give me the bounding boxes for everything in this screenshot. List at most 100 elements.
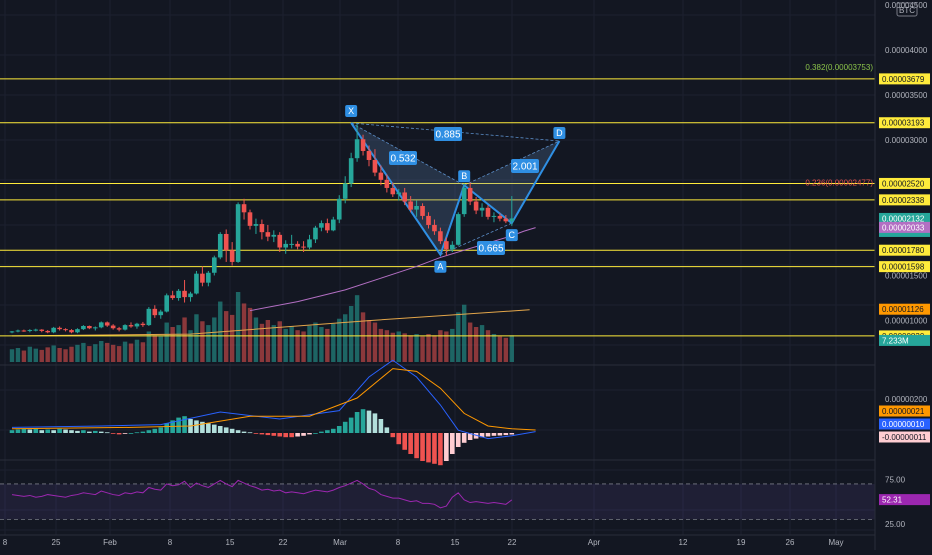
macd-histogram-bar bbox=[295, 433, 300, 437]
rsi-value-tag: 52.31 bbox=[882, 496, 903, 505]
candle-body bbox=[402, 192, 407, 202]
volume-bar bbox=[414, 334, 419, 362]
volume-bar bbox=[81, 342, 86, 362]
macd-histogram-bar bbox=[390, 433, 396, 438]
macd-histogram-bar bbox=[485, 433, 491, 437]
volume-bar bbox=[438, 330, 443, 362]
macd-tick-label: 0.00000200 bbox=[885, 395, 928, 404]
candle-body bbox=[140, 323, 146, 326]
volume-bar bbox=[337, 318, 342, 362]
volume-bar bbox=[241, 303, 247, 362]
volume-bar bbox=[9, 349, 15, 362]
candle-body bbox=[81, 325, 86, 330]
level-price-tag: 0.00002520 bbox=[882, 179, 925, 188]
volume-bar bbox=[27, 346, 33, 362]
price-axis-panel bbox=[875, 0, 932, 550]
candle-body bbox=[200, 273, 205, 283]
volume-bar bbox=[224, 311, 229, 362]
candle-body bbox=[69, 330, 74, 333]
pattern-point-box bbox=[505, 229, 518, 242]
candle-body bbox=[33, 329, 39, 331]
pattern-ratio-label: 2.001 bbox=[512, 162, 537, 173]
macd-histogram-bar bbox=[122, 433, 128, 434]
candle-body bbox=[503, 218, 509, 222]
x-tick-label: 15 bbox=[226, 538, 235, 547]
candle-body bbox=[354, 139, 360, 159]
macd-histogram-bar bbox=[104, 432, 110, 434]
volume-bar bbox=[134, 339, 140, 362]
volume-bar bbox=[456, 312, 461, 362]
volume-bar bbox=[402, 333, 407, 362]
macd-histogram-bar bbox=[247, 432, 253, 434]
volume-tag: 7.233M bbox=[882, 336, 909, 345]
candle-body bbox=[57, 327, 62, 330]
volume-bar bbox=[51, 345, 56, 362]
volume-bar bbox=[319, 327, 324, 362]
candle-body bbox=[467, 187, 473, 202]
candle-body bbox=[158, 311, 164, 316]
macd-histogram-bar bbox=[396, 433, 402, 445]
histogram-value-tag-box bbox=[879, 431, 930, 443]
macd-histogram-bar bbox=[206, 423, 211, 433]
volume-bar bbox=[87, 346, 92, 362]
signal-value-tag-box bbox=[879, 405, 930, 417]
candle-body bbox=[206, 272, 211, 283]
volume-bar bbox=[366, 320, 372, 362]
candle-body bbox=[110, 325, 116, 329]
macd-histogram-bar bbox=[223, 427, 229, 433]
pattern-ratio-line bbox=[350, 122, 465, 186]
volume-bar bbox=[229, 314, 235, 362]
fib-label: 0.236(0.00002477) bbox=[805, 178, 873, 187]
macd-histogram-bar bbox=[265, 433, 271, 436]
candle-body bbox=[378, 172, 384, 180]
level-price-tag-box bbox=[879, 117, 930, 129]
ma-price-tag: 0.00002033 bbox=[882, 223, 925, 232]
macd-histogram-bar bbox=[444, 433, 449, 461]
candle-body bbox=[336, 198, 342, 220]
candle-body bbox=[408, 201, 413, 210]
macd-histogram-bar bbox=[15, 429, 21, 433]
volume-bar bbox=[176, 325, 181, 362]
macd-histogram-bar bbox=[426, 433, 431, 463]
candle-body bbox=[128, 325, 134, 327]
candle-body bbox=[170, 295, 175, 299]
price-tick-label: 0.00004500 bbox=[885, 1, 928, 10]
pattern-point-label: X bbox=[348, 106, 354, 116]
signal-line bbox=[11, 368, 536, 431]
x-tick-label: 19 bbox=[737, 538, 746, 547]
volume-bar bbox=[497, 336, 503, 362]
macd-histogram-bar bbox=[194, 420, 199, 433]
candle-body bbox=[432, 224, 437, 232]
x-tick-label: 12 bbox=[679, 538, 688, 547]
volume-bar bbox=[301, 331, 306, 362]
macd-histogram-bar bbox=[455, 433, 461, 447]
volume-ma-line bbox=[11, 309, 530, 337]
x-tick-label: 22 bbox=[508, 538, 517, 547]
volume-bar bbox=[509, 335, 514, 362]
macd-histogram-bar bbox=[241, 431, 247, 433]
volume-bar bbox=[450, 328, 455, 362]
candle-body bbox=[212, 257, 217, 273]
candle-body bbox=[283, 243, 288, 248]
volume-bar bbox=[503, 337, 509, 362]
volume-bar bbox=[75, 344, 80, 362]
macd-histogram-bar bbox=[503, 433, 509, 436]
candle-body bbox=[342, 183, 348, 199]
level-price-tag-box bbox=[879, 194, 930, 206]
candle-body bbox=[21, 330, 27, 332]
volume-bar bbox=[360, 312, 366, 362]
volume-bar bbox=[170, 327, 175, 362]
price-tick-label: 0.00003500 bbox=[885, 91, 928, 100]
macd-histogram-bar bbox=[140, 431, 146, 433]
volume-bar bbox=[93, 344, 98, 362]
macd-histogram-bar bbox=[461, 433, 467, 443]
macd-histogram-bar bbox=[51, 430, 56, 433]
macd-histogram-bar bbox=[414, 433, 419, 459]
volume-bar bbox=[325, 328, 330, 362]
macd-histogram-bar bbox=[384, 427, 390, 433]
macd-histogram-bar bbox=[307, 433, 312, 435]
macd-histogram-bar bbox=[497, 433, 503, 436]
volume-bar bbox=[69, 346, 74, 362]
x-tick-label: Mar bbox=[333, 538, 347, 547]
pattern-ratio-box bbox=[434, 127, 462, 141]
